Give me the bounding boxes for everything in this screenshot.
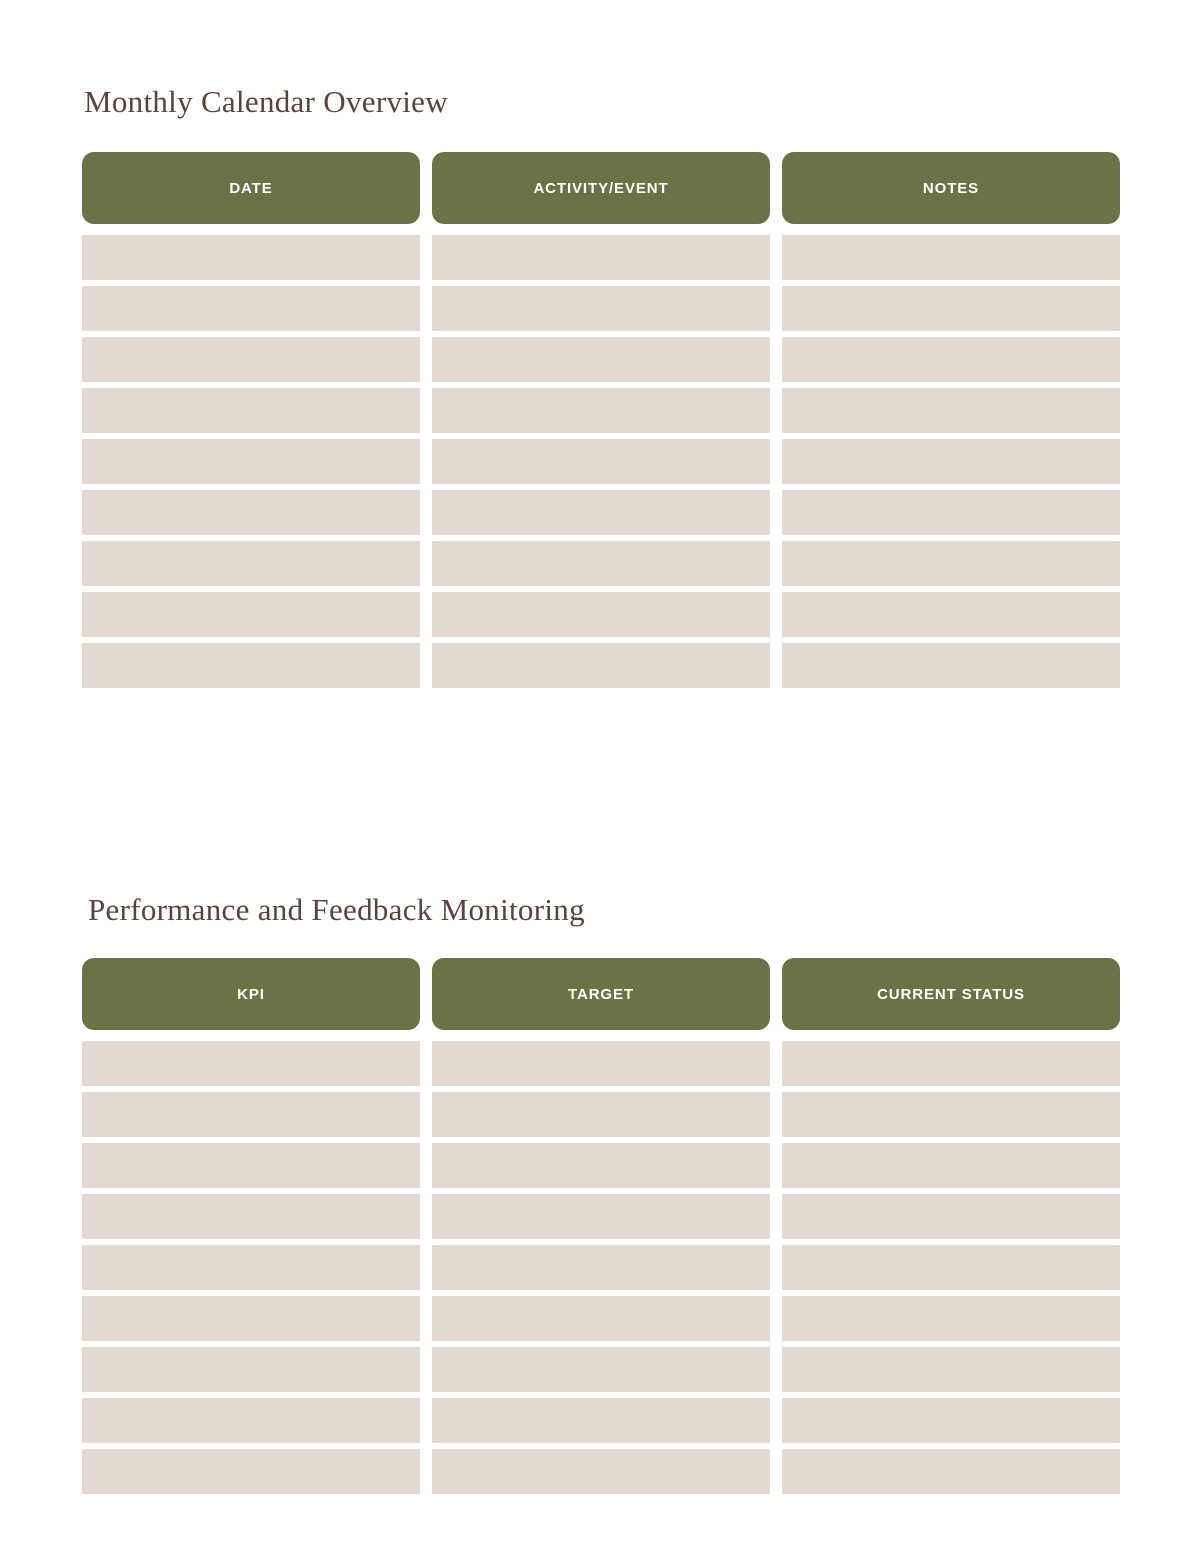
table-body-performance: [82, 1041, 1120, 1500]
table-row: [82, 388, 1120, 433]
table-header-row-monthly: DATE ACTIVITY/EVENT NOTES: [82, 152, 1120, 224]
table-cell-empty: [782, 592, 1120, 637]
table-row: [82, 490, 1120, 535]
column-header-kpi: KPI: [82, 958, 420, 1030]
table-row: [82, 1449, 1120, 1494]
column-header-target: TARGET: [432, 958, 770, 1030]
table-cell-empty: [432, 1041, 770, 1086]
table-cell-empty: [82, 1194, 420, 1239]
table-row: [82, 439, 1120, 484]
table-cell-empty: [432, 235, 770, 280]
table-cell-empty: [782, 439, 1120, 484]
table-cell-empty: [82, 388, 420, 433]
table-cell-empty: [432, 286, 770, 331]
table-cell-empty: [782, 286, 1120, 331]
column-header-notes: NOTES: [782, 152, 1120, 224]
table-row: [82, 1245, 1120, 1290]
table-cell-empty: [432, 1143, 770, 1188]
table-cell-empty: [82, 337, 420, 382]
table-row: [82, 1194, 1120, 1239]
table-cell-empty: [782, 1296, 1120, 1341]
table-cell-empty: [782, 1092, 1120, 1137]
table-cell-empty: [782, 1194, 1120, 1239]
table-cell-empty: [82, 235, 420, 280]
table-cell-empty: [782, 1041, 1120, 1086]
table-cell-empty: [82, 1092, 420, 1137]
table-cell-empty: [782, 490, 1120, 535]
table-row: [82, 643, 1120, 688]
table-row: [82, 1296, 1120, 1341]
table-cell-empty: [432, 1347, 770, 1392]
section-title-monthly-calendar: Monthly Calendar Overview: [84, 84, 448, 119]
table-cell-empty: [432, 1245, 770, 1290]
table-cell-empty: [782, 1143, 1120, 1188]
table-cell-empty: [82, 643, 420, 688]
table-row: [82, 592, 1120, 637]
table-row: [82, 286, 1120, 331]
table-cell-empty: [82, 1398, 420, 1443]
column-header-current-status: CURRENT STATUS: [782, 958, 1120, 1030]
table-cell-empty: [432, 388, 770, 433]
table-cell-empty: [782, 1398, 1120, 1443]
table-cell-empty: [782, 1347, 1120, 1392]
table-body-monthly: [82, 235, 1120, 694]
table-header-row-performance: KPI TARGET CURRENT STATUS: [82, 958, 1120, 1030]
table-cell-empty: [432, 1296, 770, 1341]
table-cell-empty: [82, 592, 420, 637]
table-cell-empty: [782, 388, 1120, 433]
table-row: [82, 1041, 1120, 1086]
table-cell-empty: [432, 541, 770, 586]
table-row: [82, 1143, 1120, 1188]
table-cell-empty: [82, 541, 420, 586]
table-cell-empty: [432, 337, 770, 382]
table-row: [82, 1347, 1120, 1392]
table-cell-empty: [82, 286, 420, 331]
table-cell-empty: [782, 235, 1120, 280]
table-cell-empty: [82, 1041, 420, 1086]
table-cell-empty: [432, 1449, 770, 1494]
table-cell-empty: [82, 1449, 420, 1494]
column-header-date: DATE: [82, 152, 420, 224]
table-cell-empty: [82, 490, 420, 535]
table-cell-empty: [82, 439, 420, 484]
column-header-activity-event: ACTIVITY/EVENT: [432, 152, 770, 224]
table-row: [82, 337, 1120, 382]
table-cell-empty: [82, 1296, 420, 1341]
table-cell-empty: [432, 439, 770, 484]
section-title-performance-feedback: Performance and Feedback Monitoring: [88, 892, 585, 927]
table-cell-empty: [432, 643, 770, 688]
table-cell-empty: [432, 1194, 770, 1239]
table-row: [82, 541, 1120, 586]
table-cell-empty: [432, 592, 770, 637]
table-cell-empty: [782, 643, 1120, 688]
table-cell-empty: [82, 1245, 420, 1290]
table-cell-empty: [782, 541, 1120, 586]
table-cell-empty: [82, 1347, 420, 1392]
table-cell-empty: [432, 490, 770, 535]
table-cell-empty: [782, 1245, 1120, 1290]
table-cell-empty: [82, 1143, 420, 1188]
table-row: [82, 1398, 1120, 1443]
table-cell-empty: [782, 337, 1120, 382]
table-row: [82, 1092, 1120, 1137]
table-cell-empty: [432, 1398, 770, 1443]
table-cell-empty: [782, 1449, 1120, 1494]
table-cell-empty: [432, 1092, 770, 1137]
table-row: [82, 235, 1120, 280]
